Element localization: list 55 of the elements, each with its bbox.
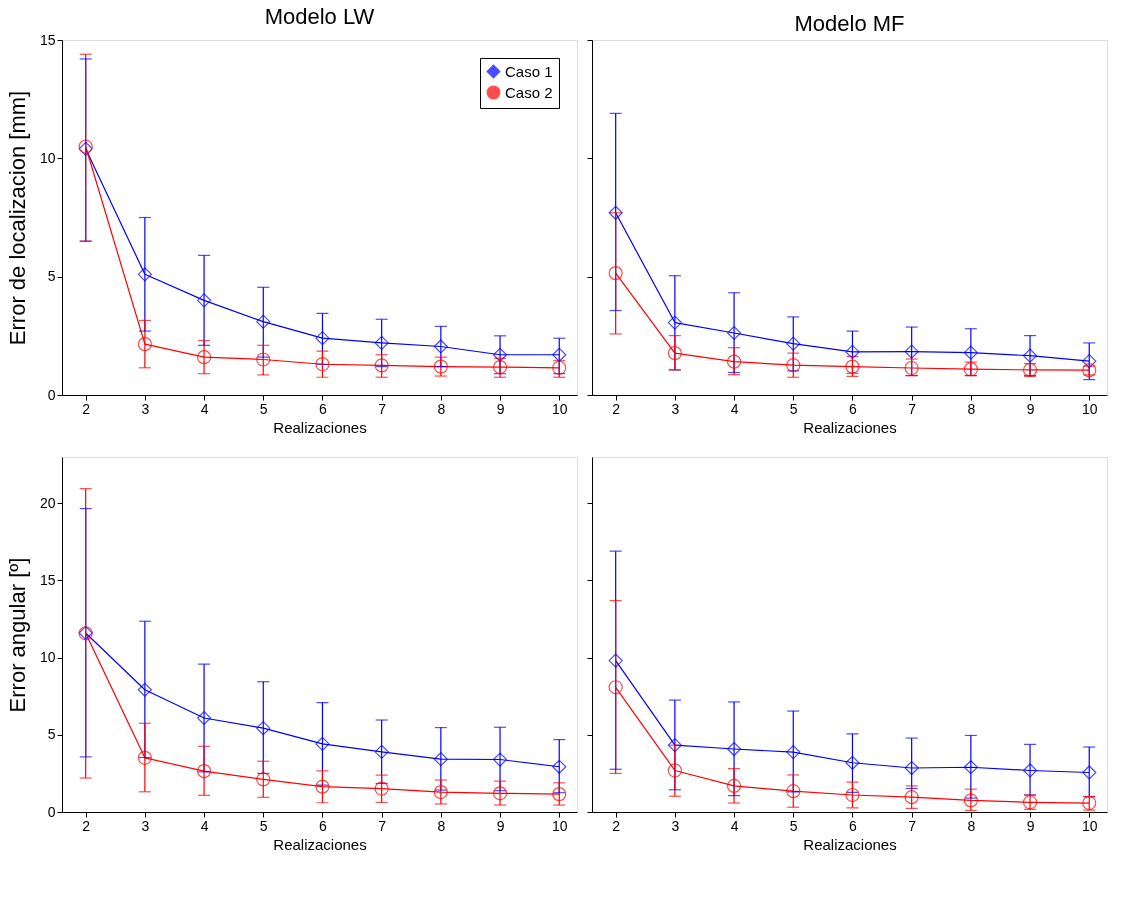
y-tick-label: 5 [47,268,56,285]
x-tick-label: 10 [551,817,568,834]
y-tick-label: 20 [39,494,56,511]
x-axis-title: Realizaciones [803,418,897,436]
x-axis-title: Realizaciones [273,835,367,853]
x-tick-label: 3 [141,817,150,834]
x-tick-label: 5 [789,400,798,417]
x-tick-label: 9 [1026,400,1035,417]
x-tick-label: 10 [551,400,568,417]
x-axis-title: Realizaciones [273,418,367,436]
x-tick-label: 2 [82,400,91,417]
x-tick-label: 8 [967,817,976,834]
x-tick-label: 4 [730,817,739,834]
x-tick-label: 6 [849,400,858,417]
x-tick-label: 9 [1026,817,1035,834]
x-tick-label: 3 [141,400,150,417]
x-tick-label: 7 [908,400,917,417]
x-tick-label: 5 [789,817,798,834]
x-tick-label: 2 [612,400,621,417]
y-tick-label: 5 [47,726,56,743]
x-tick-label: 8 [967,400,976,417]
y-tick-label: 15 [39,571,56,588]
x-tick-label: 6 [319,817,328,834]
x-tick-label: 4 [730,400,739,417]
x-tick-label: 4 [200,400,209,417]
x-tick-label: 8 [437,400,446,417]
x-tick-label: 10 [1081,400,1098,417]
x-tick-label: 5 [259,817,268,834]
chart-title: Modelo LW [264,4,375,29]
y-tick-label: 10 [39,649,56,666]
x-tick-label: 6 [319,400,328,417]
x-tick-label: 2 [82,817,91,834]
legend-label: Caso 1 [505,62,553,80]
x-tick-label: 7 [908,817,917,834]
x-tick-label: 6 [849,817,858,834]
x-tick-label: 2 [612,817,621,834]
x-tick-label: 3 [671,817,680,834]
chart-title: Modelo MF [794,10,905,36]
y-axis-title: Error angular [º] [4,557,30,713]
x-tick-label: 8 [437,817,446,834]
x-tick-label: 9 [496,817,505,834]
x-tick-label: 7 [378,400,387,417]
x-tick-label: 10 [1081,817,1098,834]
x-tick-label: 3 [671,400,680,417]
y-tick-label: 15 [39,31,56,48]
x-tick-label: 4 [200,817,209,834]
x-tick-label: 7 [378,817,387,834]
y-tick-label: 0 [47,803,56,820]
legend-label: Caso 2 [505,83,553,101]
x-tick-label: 9 [496,400,505,417]
x-axis-title: Realizaciones [803,835,897,853]
y-tick-label: 0 [47,386,56,403]
y-tick-label: 10 [39,149,56,166]
y-axis-title: Error de localizacion [mm] [4,90,30,346]
x-tick-label: 5 [259,400,268,417]
